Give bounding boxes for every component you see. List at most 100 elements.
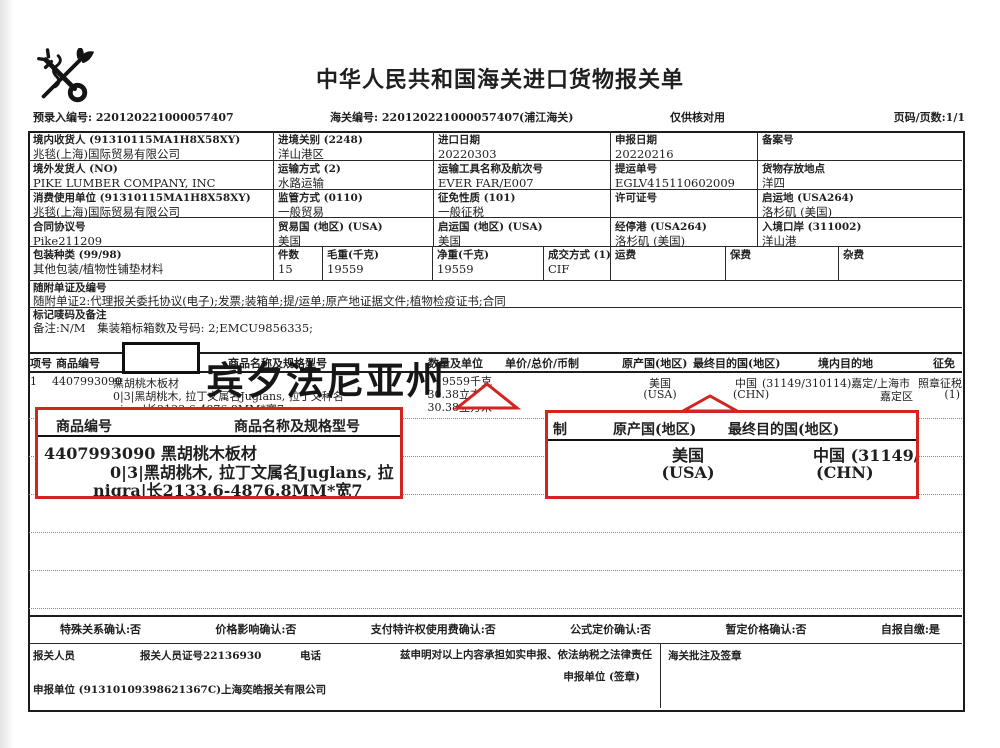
- col-price-currency: 单价/总价/币制: [505, 357, 580, 370]
- attached-docs-label: 随附单证及编号: [33, 282, 107, 294]
- callout2-header-currency: 制: [553, 422, 567, 438]
- confirm-self-declare: 自报自缴:是: [880, 623, 940, 636]
- pre-entry-number: 预录入编号: 220120221000057407: [33, 111, 234, 124]
- goods-dest-country: 中国: [735, 377, 757, 390]
- declarant-label: 报关人员: [33, 650, 75, 662]
- trade-country-label: 贸易国 (地区) (USA): [278, 221, 383, 233]
- goods-name-line2: 0|3|黑胡桃木, 拉丁文属名Juglans, 拉丁文种名: [113, 390, 344, 403]
- column-line: [838, 246, 839, 280]
- storage-place-label: 货物存放地点: [762, 163, 825, 175]
- declare-unit-seal: 申报单位 (签章): [563, 671, 640, 683]
- column-line: [757, 131, 758, 246]
- entry-port-value: 洋山港: [762, 234, 797, 248]
- divider-line: [29, 160, 962, 161]
- goods-code: 4407993090: [52, 375, 122, 388]
- divider-line: [29, 307, 962, 308]
- form-outer-border: [28, 131, 965, 712]
- confirm-price-influence: 价格影响确认:否: [215, 623, 297, 636]
- callout1-line3: nigra|长2133.6-4876.8MM*宽7: [93, 481, 363, 499]
- gross-weight-value: 19559: [327, 262, 364, 276]
- consumption-unit-value: 兆毯(上海)国际贸易有限公司: [33, 205, 180, 219]
- goods-levy-line1: 照章征税: [918, 377, 962, 390]
- packing-type-label: 包装种类 (99/98): [33, 249, 122, 261]
- dotted-row-line: [29, 418, 962, 419]
- customs-emblem-icon: [32, 46, 95, 110]
- divider-line: [29, 246, 962, 247]
- page-edge-shade: [0, 0, 14, 748]
- callout2-dest-line2: (CHN): [816, 463, 874, 482]
- consignee-label: 境内收货人 (91310115MA1H8X58XY): [33, 134, 241, 146]
- goods-name-line1: 黑胡桃木板材: [113, 377, 179, 390]
- column-line: [273, 246, 274, 280]
- callout1-line2: 0|3|黑胡桃木, 拉丁文属名Juglans, 拉: [110, 463, 394, 482]
- packing-type-value: 其他包装/植物性铺垫材料: [33, 262, 164, 276]
- column-line: [610, 246, 611, 280]
- phone-label: 电话: [300, 650, 321, 662]
- attached-docs-value: 随附单证2:代理报关委托协议(电子);发票;装箱单;提/运单;原产地证据文件;植…: [33, 294, 506, 308]
- supervision-mode-label: 监管方式 (0110): [278, 192, 363, 204]
- consignee-value: 兆毯(上海)国际贸易有限公司: [33, 147, 180, 161]
- divider-line: [29, 371, 962, 373]
- storage-place-value: 洋四: [762, 176, 785, 190]
- goods-domestic-dest-line1: (31149/310114)嘉定/上海市: [762, 377, 910, 390]
- insurance-label: 保费: [730, 249, 751, 261]
- supervision-mode-value: 一般贸易: [278, 205, 324, 219]
- callout2-origin-line1: 美国: [671, 446, 704, 465]
- dotted-row-line: [29, 456, 962, 457]
- column-line: [725, 246, 726, 280]
- trade-country-value: 美国: [278, 234, 301, 248]
- levy-nature-label: 征免性质 (101): [438, 192, 516, 204]
- stopover-port-label: 经停港 (USA264): [615, 221, 707, 233]
- col-quantity-unit: 数量及单位: [428, 357, 483, 370]
- confirm-royalty-payment: 支付特许权使用费确认:否: [370, 623, 496, 636]
- license-no-label: 许可证号: [615, 192, 657, 204]
- goods-domestic-dest-line2: 嘉定区: [880, 390, 913, 403]
- gross-weight-label: 毛重(千克): [327, 249, 379, 261]
- declare-unit: 申报单位 (91310109398621367C)上海奕皓报关有限公司: [33, 684, 327, 696]
- col-dest-country: 最终目的国(地区): [693, 357, 781, 370]
- divider-line: [29, 643, 962, 644]
- transport-mode-label: 运输方式 (2): [278, 163, 341, 175]
- col-item-no: 项号: [30, 357, 52, 370]
- stopover-port-value: 洛杉矶 (美国): [615, 234, 686, 248]
- confirm-provisional-price: 暂定价格确认:否: [725, 623, 807, 636]
- marks-remarks-label: 标记唛码及备注: [33, 309, 107, 321]
- callout1-header-name: 商品名称及规格型号: [234, 419, 360, 435]
- page-number: 页码/页数:1/1: [893, 111, 965, 124]
- callout2-origin-line2: (USA): [661, 463, 715, 482]
- callout-pointer-right-icon: [677, 394, 744, 418]
- vessel-voyage-value: EVER FAR/E007: [438, 176, 534, 190]
- net-weight-label: 净重(千克): [437, 249, 489, 261]
- col-origin-country: 原产国(地区): [622, 357, 688, 370]
- contract-no-label: 合同协议号: [33, 221, 86, 233]
- dotted-row-line: [29, 494, 962, 495]
- record-no-label: 备案号: [762, 134, 794, 146]
- form-title: 中华人民共和国海关进口货物报关单: [315, 67, 684, 93]
- column-line: [610, 131, 611, 246]
- customs-office: (浦江海关): [519, 111, 574, 124]
- callout2-dest-line1: 中国 (31149/3: [813, 446, 916, 465]
- col-commodity-name: 商品名称及规格型号: [228, 357, 327, 370]
- divider-line: [29, 615, 962, 617]
- marks-remarks-value: 备注:N/M 集装箱标箱数及号码: 2;EMCU9856335;: [33, 321, 314, 335]
- consumption-unit-label: 消费使用单位 (91310115MA1H8X58XY): [33, 192, 251, 204]
- entry-customs-value: 洋山港区: [278, 147, 324, 161]
- goods-levy-line2: (1): [944, 388, 960, 401]
- callout-country-zoom: 制 原产国(地区) 最终目的国(地区) 美国 (USA) 中国 (31149/3…: [545, 410, 919, 499]
- callout2-divider: [548, 439, 916, 441]
- shipper-label: 境外发货人 (NO): [33, 163, 118, 175]
- col-domestic-dest: 境内目的地: [818, 357, 873, 370]
- entry-customs-label: 进境关别 (2248): [278, 134, 363, 146]
- entry-port-label: 入境口岸 (311002): [762, 221, 862, 233]
- callout1-line1: 4407993090 黑胡桃木板材: [44, 444, 257, 463]
- departure-place-value: 洛杉矶 (美国): [762, 205, 833, 219]
- contract-no-value: Pike211209: [33, 234, 103, 248]
- goods-qty-line1: 19559千克: [435, 375, 492, 388]
- goods-origin-country: 美国: [649, 377, 671, 390]
- customs-notes-label: 海关批注及签章: [668, 650, 742, 662]
- departure-place-label: 启运地 (USA264): [762, 192, 854, 204]
- misc-fees-label: 杂费: [843, 249, 864, 261]
- callout-commodity-zoom: 商品编号 商品名称及规格型号 4407993090 黑胡桃木板材 0|3|黑胡桃…: [35, 407, 403, 499]
- column-line: [543, 246, 544, 280]
